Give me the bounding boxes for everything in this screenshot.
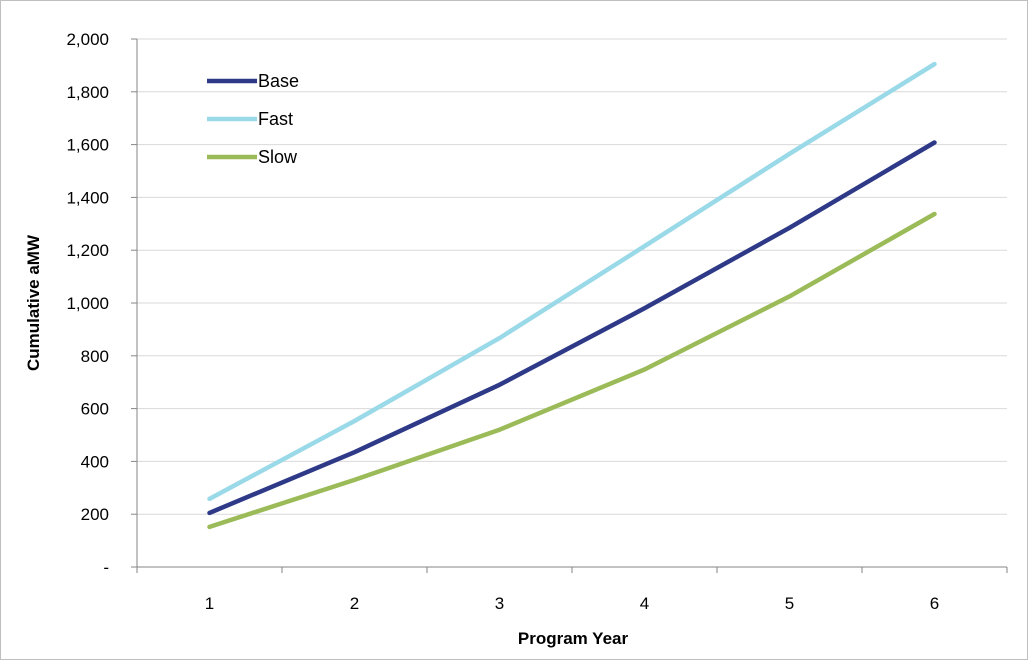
y-tick-label: 1,800 [66,83,109,102]
y-tick-label: 1,200 [66,241,109,260]
y-tick-label: 1,600 [66,136,109,155]
series-line-fast [207,61,937,502]
y-tick-label: - [103,558,109,577]
x-tick-label: 1 [205,594,214,613]
y-tick-label: 200 [81,505,109,524]
legend-label-base: Base [258,71,299,91]
x-axis-title: Program Year [518,629,629,648]
legend: Base Fast Slow [207,71,299,167]
x-tick-label: 2 [350,594,359,613]
legend-label-slow: Slow [258,147,298,167]
legend-label-fast: Fast [258,109,293,129]
series-line-base [207,140,937,516]
series-line-slow [207,211,937,530]
x-tick-label: 4 [640,594,649,613]
series-lines [207,61,937,530]
x-tick-label: 3 [495,594,504,613]
y-tick-label: 1,000 [66,294,109,313]
x-tick-label: 6 [930,594,939,613]
x-tick-label: 5 [785,594,794,613]
y-tick-label: 1,400 [66,188,109,207]
axes: - 200 400 600 800 1,000 1,200 1,400 1,600 1,800 2,… [66,30,1008,613]
y-tick-label: 400 [81,452,109,471]
y-axis-title: Cumulative aMW [24,234,43,371]
y-tick-label: 800 [81,347,109,366]
y-tick-label: 2,000 [66,30,109,49]
y-tick-label: 600 [81,400,109,419]
